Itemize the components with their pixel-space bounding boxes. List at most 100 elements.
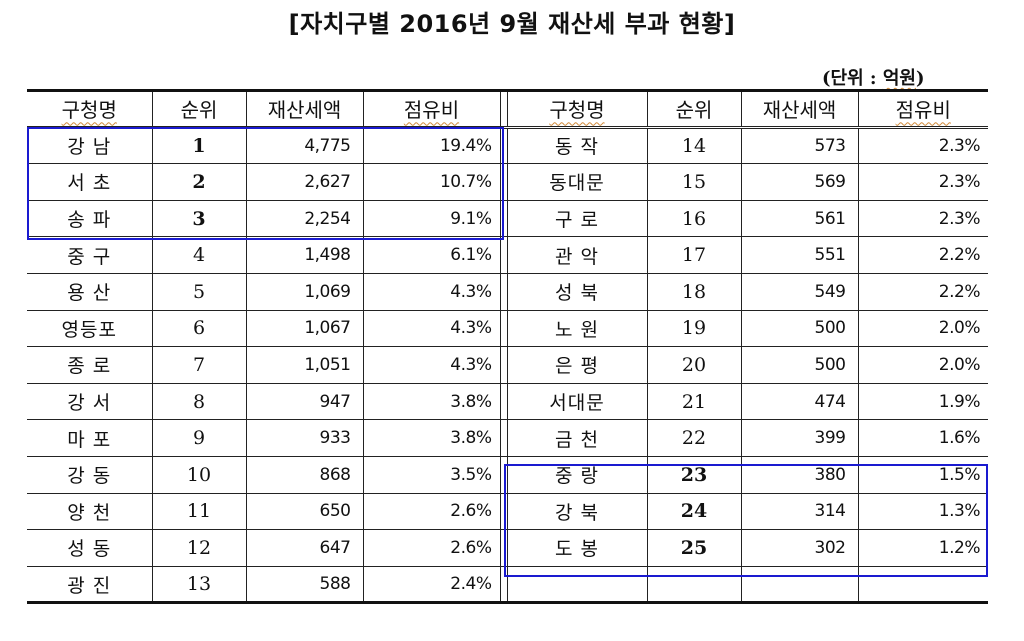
share-cell: 2.6%: [362, 492, 501, 531]
table-row: 종 로 7 1,051 4.3% 은 평 20 500 2.0%: [27, 346, 988, 384]
table-row: 영등포 6 1,067 4.3% 노 원 19 500 2.0%: [27, 309, 988, 348]
column-separator: [499, 382, 508, 421]
rank-cell: 12: [151, 529, 247, 567]
share-cell: 4.3%: [362, 346, 501, 384]
district-name-cell: 서 초: [27, 163, 153, 201]
tax-amount-cell: 868: [245, 455, 364, 494]
unit-label-unit: 억원: [882, 68, 916, 89]
district-name-cell: 도 봉: [506, 529, 648, 567]
district-name-cell: 은 평: [506, 346, 648, 384]
share-cell: 3.8%: [362, 382, 501, 421]
property-tax-table: 구청명 순위 재산세액 점유비 구청명 순위 재산세액 점유비 강 남 1 4,77…: [27, 89, 988, 605]
share-cell: 4.3%: [362, 309, 501, 348]
district-name-cell: 금 천: [506, 419, 648, 457]
rank-cell: 13: [151, 565, 247, 605]
district-name-cell: 마 포: [27, 419, 153, 457]
rank-cell: 19: [646, 309, 742, 348]
header-amount: 재산세액: [245, 89, 364, 129]
column-separator: [499, 236, 508, 274]
share-cell: 19.4%: [362, 126, 501, 165]
rank-cell: 15: [646, 163, 742, 201]
share-cell: 1.5%: [857, 455, 988, 494]
rank-cell: 18: [646, 272, 742, 311]
column-separator: [499, 126, 508, 165]
column-separator: [499, 309, 508, 348]
district-name-cell: 동 작: [506, 126, 648, 165]
tax-amount-cell: 647: [245, 529, 364, 567]
district-name-cell: [506, 565, 648, 605]
share-cell: 2.6%: [362, 529, 501, 567]
header-district: 구청명: [506, 89, 648, 129]
tax-amount-cell: 500: [740, 346, 859, 384]
tax-amount-cell: 1,069: [245, 272, 364, 311]
share-cell: 4.3%: [362, 272, 501, 311]
tax-amount-cell: 302: [740, 529, 859, 567]
district-name-cell: 광 진: [27, 565, 153, 605]
unit-label-prefix: (단위 :: [822, 68, 883, 89]
rank-cell: 9: [151, 419, 247, 457]
share-cell: 6.1%: [362, 236, 501, 274]
tax-amount-cell: 561: [740, 199, 859, 238]
share-cell: 1.9%: [857, 382, 988, 421]
tax-amount-cell: 947: [245, 382, 364, 421]
tax-amount-cell: 1,051: [245, 346, 364, 384]
header-amount: 재산세액: [740, 89, 859, 129]
rank-cell: 7: [151, 346, 247, 384]
table-row: 용 산 5 1,069 4.3% 성 북 18 549 2.2%: [27, 272, 988, 311]
district-name-cell: 양 천: [27, 492, 153, 531]
table-row: 강 남 1 4,775 19.4% 동 작 14 573 2.3%: [27, 126, 988, 165]
rank-cell: 4: [151, 236, 247, 274]
header-district: 구청명: [27, 89, 153, 129]
rank-cell: 20: [646, 346, 742, 384]
rank-cell: 5: [151, 272, 247, 311]
table-row: 성 동 12 647 2.6% 도 봉 25 302 1.2%: [27, 529, 988, 567]
share-cell: 3.5%: [362, 455, 501, 494]
share-cell: 2.0%: [857, 346, 988, 384]
district-name-cell: 관 악: [506, 236, 648, 274]
column-separator: [499, 272, 508, 311]
header-rank: 순위: [151, 89, 247, 129]
share-cell: 10.7%: [362, 163, 501, 201]
share-cell: 2.3%: [857, 163, 988, 201]
share-cell: 1.6%: [857, 419, 988, 457]
district-name-cell: 종 로: [27, 346, 153, 384]
tax-amount-cell: 500: [740, 309, 859, 348]
tax-amount-cell: 551: [740, 236, 859, 274]
share-cell: 2.2%: [857, 272, 988, 311]
rank-cell: 17: [646, 236, 742, 274]
district-name-cell: 중 구: [27, 236, 153, 274]
share-cell: 1.3%: [857, 492, 988, 531]
share-cell: 2.4%: [362, 565, 501, 605]
district-name-cell: 동대문: [506, 163, 648, 201]
rank-cell: 11: [151, 492, 247, 531]
rank-cell: 24: [646, 492, 742, 531]
tax-amount-cell: 2,254: [245, 199, 364, 238]
share-cell: 9.1%: [362, 199, 501, 238]
rank-cell: 1: [151, 126, 247, 165]
tax-amount-cell: 474: [740, 382, 859, 421]
share-cell: [857, 565, 988, 605]
rank-cell: 6: [151, 309, 247, 348]
district-name-cell: 서대문: [506, 382, 648, 421]
tax-amount-cell: 569: [740, 163, 859, 201]
column-separator: [499, 419, 508, 457]
table-row: 강 서 8 947 3.8% 서대문 21 474 1.9%: [27, 382, 988, 421]
tax-amount-cell: [740, 565, 859, 605]
district-name-cell: 노 원: [506, 309, 648, 348]
column-separator: [499, 199, 508, 238]
column-separator: [499, 529, 508, 567]
table-row: 광 진 13 588 2.4%: [27, 565, 988, 605]
tax-amount-cell: 4,775: [245, 126, 364, 165]
share-cell: 2.2%: [857, 236, 988, 274]
table-header-row: 구청명 순위 재산세액 점유비 구청명 순위 재산세액 점유비: [27, 89, 988, 129]
column-separator: [499, 89, 508, 129]
tax-amount-cell: 573: [740, 126, 859, 165]
district-name-cell: 영등포: [27, 309, 153, 348]
column-separator: [499, 492, 508, 531]
tax-amount-cell: 399: [740, 419, 859, 457]
table-row: 마 포 9 933 3.8% 금 천 22 399 1.6%: [27, 419, 988, 457]
share-cell: 3.8%: [362, 419, 501, 457]
rank-cell: 3: [151, 199, 247, 238]
district-name-cell: 성 북: [506, 272, 648, 311]
district-name-cell: 강 서: [27, 382, 153, 421]
